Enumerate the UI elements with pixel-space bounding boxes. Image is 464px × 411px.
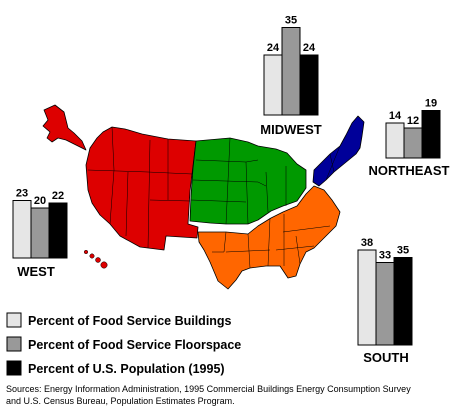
sources-line-1: Sources: Energy Information Administrati… xyxy=(6,384,411,394)
region-west-alaska xyxy=(42,104,87,151)
value-label-west-population: 22 xyxy=(52,190,64,202)
bar-south-floorspace xyxy=(375,262,395,346)
bar-northeast-floorspace xyxy=(403,127,423,159)
legend-label-buildings: Percent of Food Service Buildings xyxy=(28,314,232,328)
region-label-northeast: NORTHEAST xyxy=(369,163,450,178)
region-midwest-map xyxy=(189,137,307,225)
region-west-map xyxy=(85,126,199,251)
region-northeast-map xyxy=(312,115,365,187)
bar-group-midwest: 24 35 24 MIDWEST xyxy=(260,15,321,138)
bar-northeast-buildings xyxy=(385,122,405,159)
value-label-northeast-floorspace: 12 xyxy=(407,115,419,127)
bar-midwest-population xyxy=(299,54,319,116)
state-boundaries xyxy=(87,126,341,269)
legend-swatch-buildings xyxy=(6,312,22,328)
value-label-northeast-population: 19 xyxy=(425,98,437,110)
value-label-south-buildings: 38 xyxy=(361,237,373,249)
bar-west-floorspace xyxy=(30,207,50,259)
bar-group-northeast: 14 12 19 NORTHEAST xyxy=(369,98,450,179)
bar-group-west: 23 20 22 WEST xyxy=(12,188,68,279)
value-label-south-population: 35 xyxy=(397,245,409,257)
value-label-south-floorspace: 33 xyxy=(379,250,391,262)
us-map xyxy=(42,104,365,290)
legend-item-floorspace: Percent of Food Service Floorspace xyxy=(6,336,241,352)
value-label-midwest-population: 24 xyxy=(303,42,316,54)
bar-midwest-floorspace xyxy=(281,27,301,116)
sources-line-2: and U.S. Census Bureau, Population Estim… xyxy=(6,396,235,406)
value-label-west-buildings: 23 xyxy=(16,188,28,200)
region-label-west: WEST xyxy=(17,264,55,279)
legend-item-population: Percent of U.S. Population (1995) xyxy=(6,360,225,376)
region-label-midwest: MIDWEST xyxy=(260,122,321,137)
bar-south-buildings xyxy=(357,249,377,346)
region-bar-groups: 23 20 22 WEST 24 35 24 MIDWEST 14 12 19 NORTHEAST 38… xyxy=(12,15,450,365)
bar-west-buildings xyxy=(12,200,32,259)
legend: Percent of Food Service Buildings Percen… xyxy=(6,312,241,376)
region-label-south: SOUTH xyxy=(363,350,409,365)
legend-swatch-floorspace xyxy=(6,336,22,352)
value-label-midwest-floorspace: 35 xyxy=(285,15,297,27)
bar-midwest-buildings xyxy=(263,54,283,116)
value-label-west-floorspace: 20 xyxy=(34,195,46,207)
legend-item-buildings: Percent of Food Service Buildings xyxy=(6,312,232,328)
bar-south-population xyxy=(393,257,413,346)
region-west-hawaii xyxy=(83,249,108,269)
value-label-midwest-buildings: 24 xyxy=(267,42,280,54)
legend-label-floorspace: Percent of Food Service Floorspace xyxy=(28,338,241,352)
legend-label-population: Percent of U.S. Population (1995) xyxy=(28,362,225,376)
legend-swatch-population xyxy=(6,360,22,376)
bar-group-south: 38 33 35 SOUTH xyxy=(357,237,413,365)
bar-northeast-population xyxy=(421,110,441,159)
bar-west-population xyxy=(48,202,68,259)
value-label-northeast-buildings: 14 xyxy=(389,110,402,122)
